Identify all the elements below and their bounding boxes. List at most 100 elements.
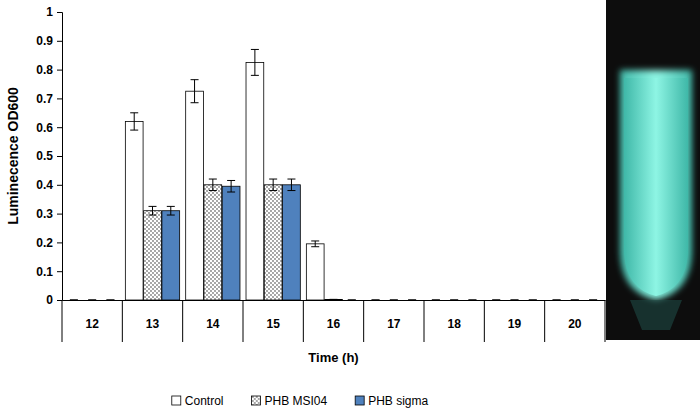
- bar: [385, 300, 403, 301]
- tick: 18: [447, 317, 461, 331]
- tick: 0.5: [36, 149, 62, 163]
- tick-label: 20: [568, 317, 582, 331]
- tick-mark: [57, 271, 62, 272]
- error-bar: [311, 241, 319, 247]
- error-bar: [571, 300, 579, 301]
- legend-swatch: [355, 396, 364, 405]
- error-bar: [106, 300, 114, 301]
- chart: 00.10.20.30.40.50.60.70.80.9112131415161…: [0, 0, 700, 417]
- y-axis: 00.10.20.30.40.50.60.70.80.91: [36, 5, 62, 307]
- error-bar: [372, 300, 380, 301]
- category-dividers: [62, 300, 605, 342]
- tick-label: 1: [46, 5, 53, 19]
- bar: [325, 299, 343, 300]
- bar: [487, 300, 505, 301]
- error-bar: [191, 80, 199, 103]
- series: [125, 62, 324, 300]
- error-bars: [70, 49, 561, 300]
- error-bars: [106, 179, 597, 300]
- error-bar: [450, 300, 458, 301]
- axis-line: [57, 13, 63, 301]
- tick: 1: [46, 5, 62, 19]
- error-bar: [269, 179, 277, 191]
- series: [162, 185, 300, 300]
- error-bar: [167, 206, 175, 215]
- tick-mark: [57, 127, 62, 128]
- legend-label: PHB sigma: [368, 394, 428, 408]
- category-divider: [303, 300, 304, 342]
- bar: [566, 300, 584, 301]
- error-bar: [468, 300, 476, 301]
- bar: [367, 300, 385, 301]
- bar: [246, 62, 264, 300]
- category-divider: [363, 300, 364, 342]
- bar: [343, 300, 361, 301]
- tick: 0.9: [36, 34, 62, 48]
- tick: 0.8: [36, 63, 62, 77]
- tick: 0.3: [36, 207, 62, 221]
- category-divider: [182, 300, 183, 342]
- error-bar: [209, 179, 217, 191]
- bar: [222, 186, 240, 300]
- tick-mark: [57, 242, 62, 243]
- tick-label: 0: [46, 293, 53, 307]
- tick-label: 16: [327, 317, 341, 331]
- error-bar: [589, 300, 597, 301]
- bar: [162, 211, 180, 300]
- bar: [584, 300, 602, 301]
- bar: [403, 300, 421, 301]
- tick-label: 0.2: [36, 236, 53, 250]
- error-bar: [227, 180, 235, 192]
- bar: [506, 300, 524, 301]
- bar: [524, 300, 542, 301]
- tick-label: 0.4: [36, 178, 53, 192]
- legend-item: Control: [172, 394, 224, 408]
- tick: 0.2: [36, 236, 62, 250]
- photo-background: [606, 0, 700, 340]
- legend-item: PHB sigma: [355, 394, 428, 408]
- tick-label: 0.9: [36, 34, 53, 48]
- bar: [306, 244, 324, 300]
- tick-mark: [57, 300, 62, 301]
- tick: 15: [266, 317, 280, 331]
- tick: 12: [85, 317, 99, 331]
- tick-label: 15: [266, 317, 280, 331]
- category-divider: [605, 300, 606, 342]
- bar: [186, 91, 204, 300]
- y-axis-title: Luminecence OD600: [5, 87, 21, 225]
- tick-label: 0.6: [36, 121, 53, 135]
- tick-mark: [57, 214, 62, 215]
- tick: 0: [46, 293, 62, 307]
- tick: 16: [327, 317, 341, 331]
- bar: [102, 300, 120, 301]
- tube-reflection: [630, 300, 682, 330]
- error-bar: [408, 300, 416, 301]
- bar: [65, 300, 83, 301]
- tick-mark: [57, 98, 62, 99]
- tick-label: 13: [146, 317, 160, 331]
- bar: [204, 185, 222, 300]
- bar: [548, 300, 566, 301]
- tick: 19: [508, 317, 522, 331]
- error-bar: [149, 206, 157, 215]
- tick-mark: [57, 156, 62, 157]
- bar: [445, 300, 463, 301]
- error-bar: [553, 300, 561, 301]
- bar: [125, 121, 143, 300]
- tick-mark: [57, 41, 62, 42]
- category-divider: [424, 300, 425, 342]
- legend-swatch: [251, 396, 260, 405]
- tube-glow: [620, 70, 692, 300]
- tick-mark: [57, 185, 62, 186]
- error-bars: [88, 179, 579, 300]
- tick-label: 14: [206, 317, 220, 331]
- tick-label: 18: [447, 317, 461, 331]
- tick: 17: [387, 317, 401, 331]
- legend: ControlPHB MSI04PHB sigma: [172, 394, 429, 408]
- error-bar: [130, 113, 138, 130]
- error-bar: [330, 299, 338, 300]
- category-divider: [243, 300, 244, 342]
- error-bar: [529, 300, 537, 301]
- error-bar: [390, 300, 398, 301]
- legend-label: Control: [185, 394, 224, 408]
